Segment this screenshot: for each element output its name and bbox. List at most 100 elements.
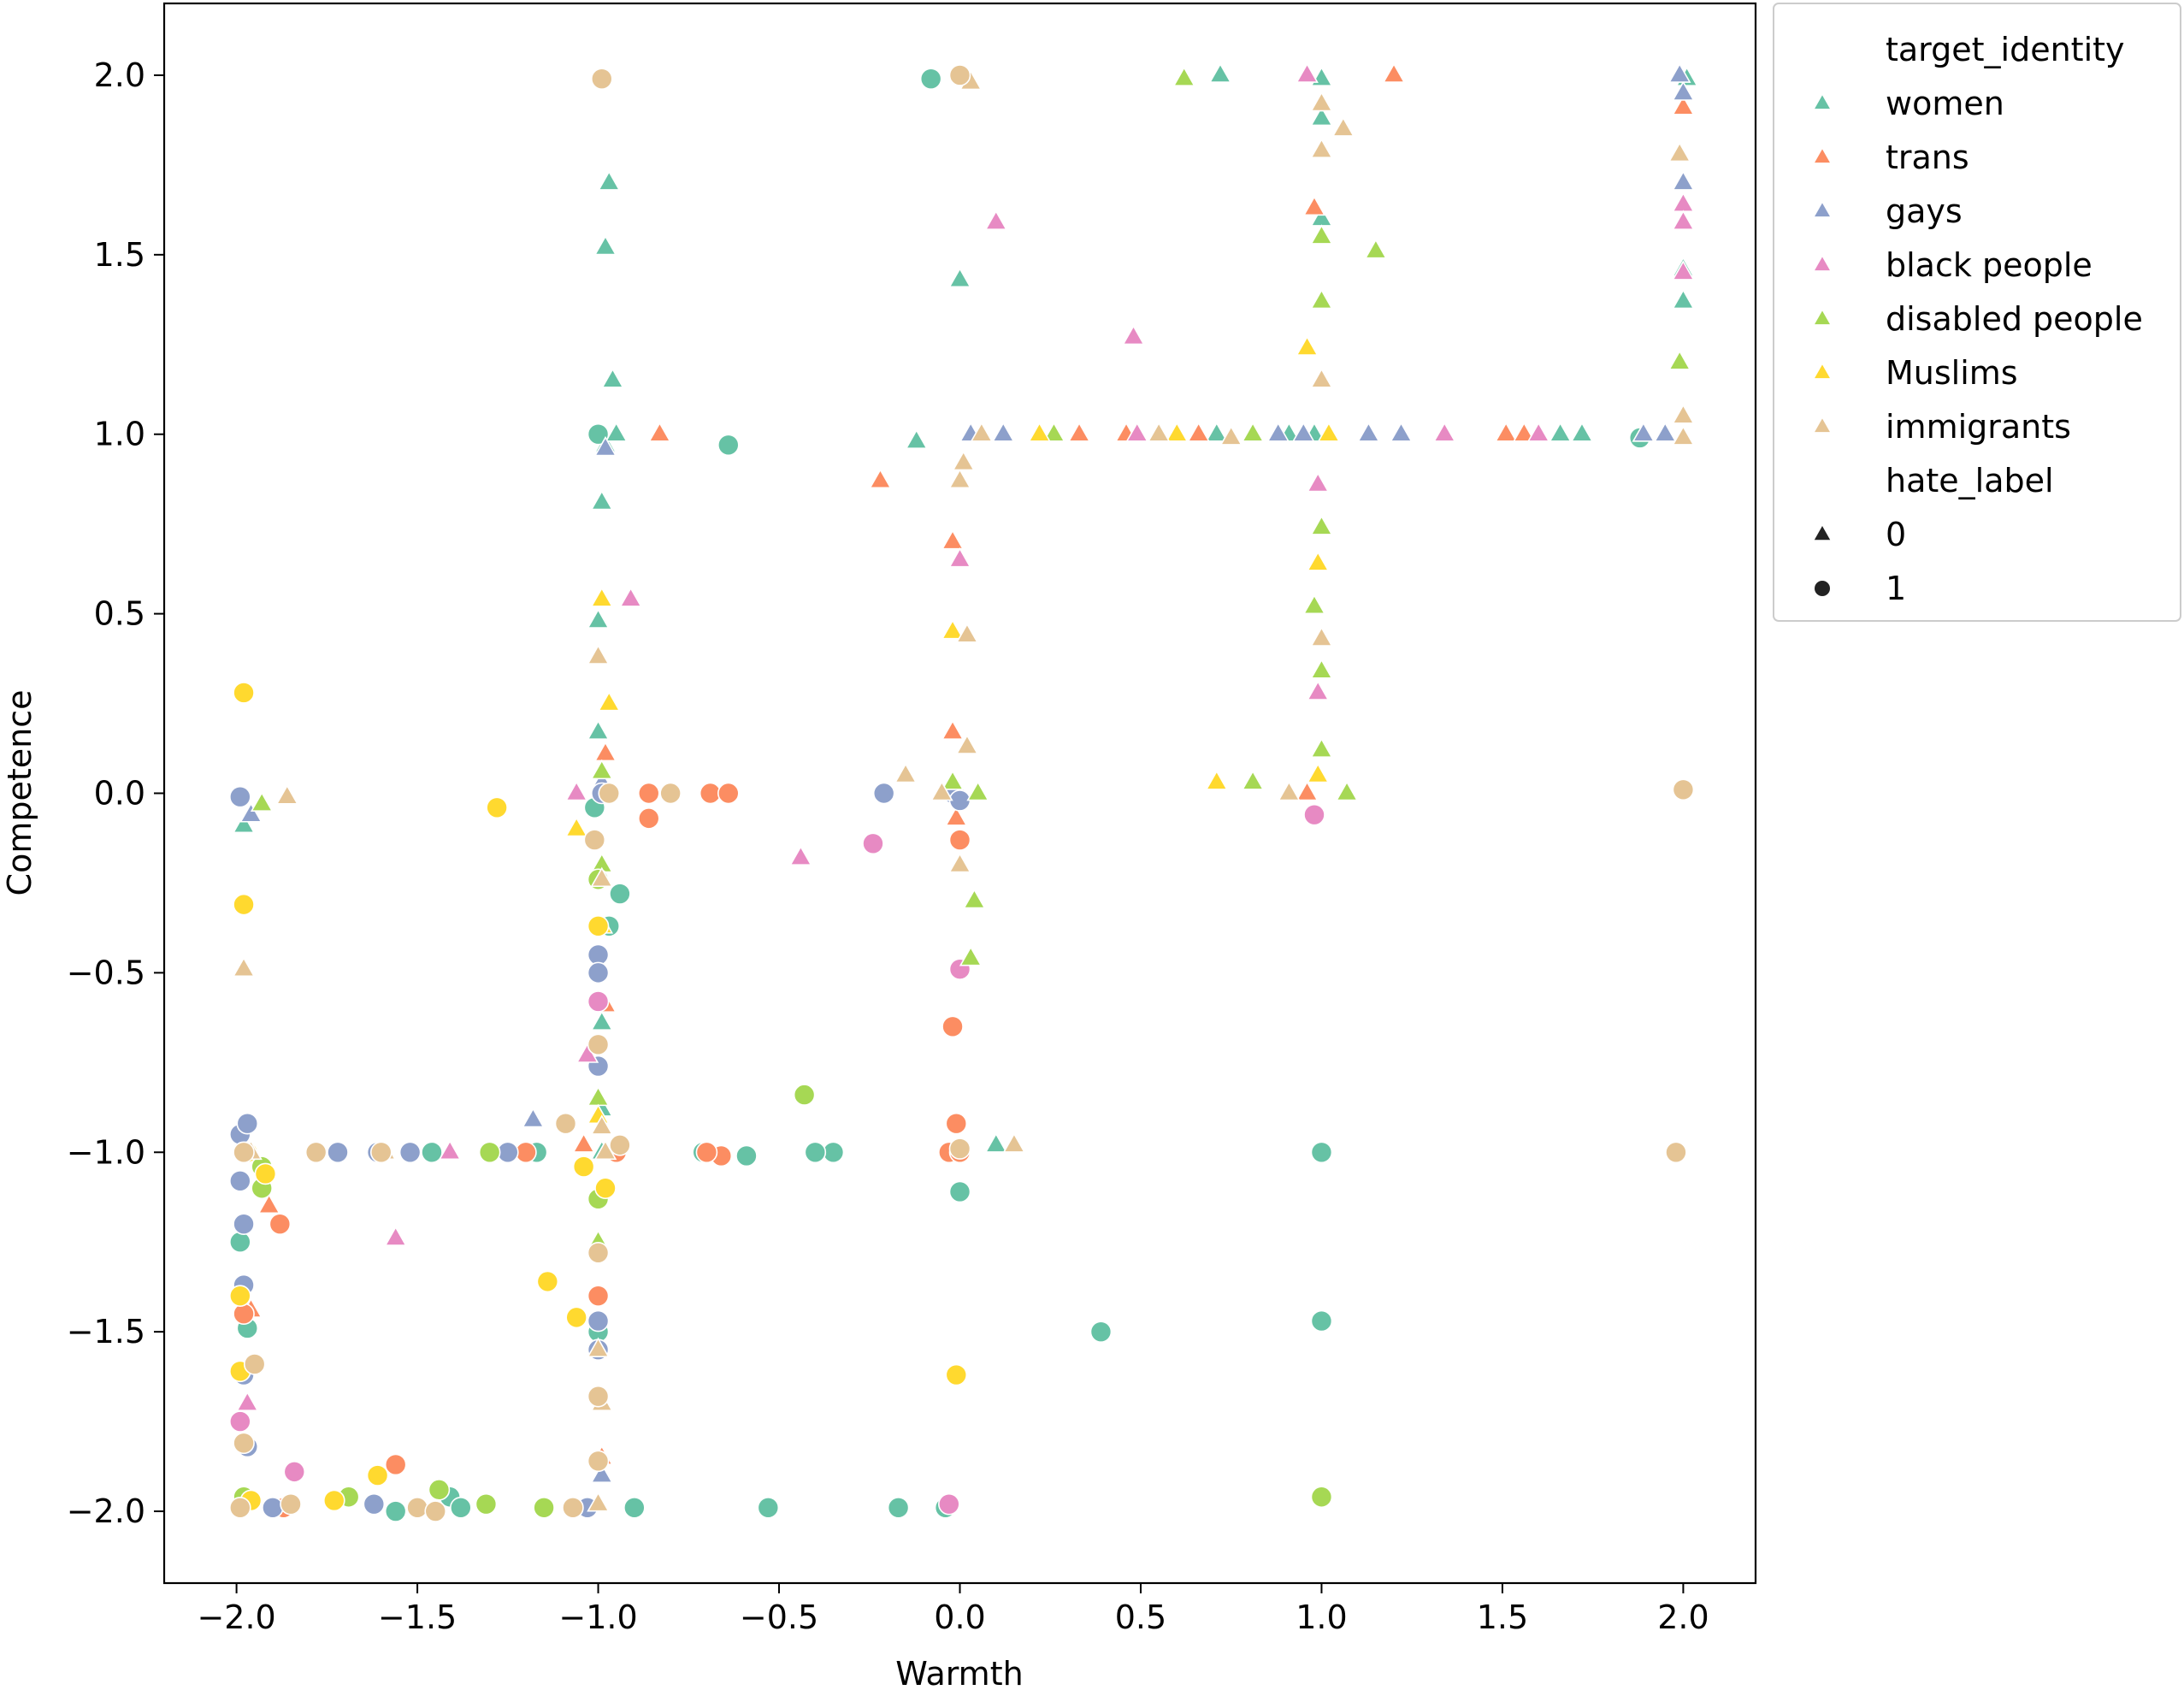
point-hate1-gays [327,1141,349,1164]
point-hate1-immigrants [587,1450,610,1473]
point-hate0-disabled-people [1335,780,1359,801]
point-hate1-trans [717,782,740,805]
point-hate1-gays [233,1213,255,1236]
point-hate0-women [1570,422,1594,442]
y-tick-label: −1.0 [67,1133,145,1171]
point-hate1-immigrants [229,1497,251,1519]
point-hate0-women [590,1010,614,1031]
point-hate1-women [757,1497,780,1519]
point-hate0-black-people [1306,680,1330,700]
point-hate1-immigrants [598,782,621,805]
point-hate1-trans [948,829,971,851]
point-hate0-gays [1291,422,1315,442]
legend-title-style: hate_label [1886,462,2054,499]
point-hate1-gays [587,1309,610,1333]
point-hate1-black-people [283,1461,306,1483]
point-hate0-disabled-people [1310,737,1333,758]
x-tick-label: −1.5 [378,1598,457,1636]
point-hate1-disabled-people [428,1479,451,1501]
point-hate1-disabled-people [533,1497,555,1519]
legend-label: trans [1886,139,1969,176]
point-hate1-women [1310,1141,1333,1164]
point-hate1-immigrants [1665,1141,1687,1164]
y-tick-label: −2.0 [67,1492,145,1530]
legend-frame [1773,3,2181,622]
point-hate0-disabled-people [1668,350,1691,370]
point-hate0-women [590,489,614,511]
point-hate0-gays [1266,422,1290,442]
point-hate1-immigrants [587,1385,610,1408]
point-hate1-women [229,1231,251,1254]
point-hate1-trans [945,1112,968,1135]
point-hate0-gays [1653,422,1677,442]
point-hate0-gays [991,422,1015,442]
point-hate0-black-people [1296,62,1319,83]
point-hate1-immigrants [609,1134,631,1156]
point-hate0-disabled-people [1310,659,1333,679]
legend-label: black people [1886,246,2093,284]
point-hate1-women [887,1497,910,1519]
point-hate0-muslims [1306,762,1330,783]
point-hate1-immigrants [948,64,971,86]
point-hate1-women [1089,1321,1113,1343]
point-hate1-immigrants [304,1141,328,1164]
x-tick-label: −1.0 [558,1598,637,1636]
point-hate0-immigrants [1331,116,1355,137]
point-hate0-trans [941,719,965,740]
point-hate1-women [609,883,631,905]
legend-label: 1 [1886,570,1906,607]
point-hate0-trans [1382,62,1406,83]
point-hate0-trans [869,468,892,489]
point-hate0-women [1310,105,1333,127]
legend-label: 0 [1886,516,1906,553]
point-hate1-muslims [486,796,508,819]
point-hate0-women [601,368,624,388]
point-hate0-gays [590,1463,614,1483]
point-hate0-black-people [1306,471,1330,493]
point-hate1-trans [269,1213,292,1236]
point-hate0-black-people [438,1139,462,1161]
point-hate1-women [623,1497,646,1519]
point-hate1-gays [229,785,251,808]
x-tick-label: 0.5 [1115,1598,1166,1636]
point-hate0-trans [257,1193,280,1214]
point-hate0-disabled-people [966,780,989,801]
point-hate0-black-people [235,1391,259,1411]
point-hate0-gays [1672,170,1695,191]
point-hate0-disabled-people [1310,224,1333,245]
point-hate0-women [1205,422,1229,442]
point-hate1-trans [384,1453,407,1476]
point-hate1-trans [233,1303,255,1325]
point-hate1-women [384,1500,407,1522]
point-hate0-disabled-people [941,770,965,790]
point-hate0-immigrants [1219,425,1243,446]
y-tick-label: −0.5 [67,954,145,991]
legend-marker-trans [1812,146,1833,164]
points-layer [229,62,1698,1522]
point-hate0-black-people [948,547,971,568]
x-axis: −2.0 −1.5 −1.0 −0.5 0.0 0.5 1.0 1.5 2.0 [197,1583,1709,1636]
point-hate1-immigrants [369,1141,393,1164]
point-hate0-disabled-people [1310,288,1333,310]
point-hate1-gays [398,1141,422,1164]
point-hate0-immigrants [952,450,976,471]
point-hate0-women [1549,422,1572,442]
legend-marker-disabled-people [1812,308,1833,326]
point-hate0-disabled-people [1310,515,1333,535]
point-hate0-disabled-people [1172,66,1196,87]
point-hate0-gays [239,802,263,823]
legend-label: immigrants [1886,408,2071,446]
point-hate1-immigrants [406,1497,428,1519]
point-hate0-immigrants [275,784,299,805]
point-hate0-immigrants [1278,780,1301,801]
point-hate1-disabled-people [478,1141,501,1164]
point-hate0-disabled-people [959,945,983,966]
y-tick-label: 0.5 [94,595,145,633]
point-hate1-disabled-people [475,1492,498,1516]
point-hate1-muslims [254,1162,277,1185]
point-hate0-immigrants [590,1114,614,1135]
point-hate0-trans [941,529,965,550]
point-hate0-immigrants [1002,1132,1026,1153]
point-hate1-women [919,68,942,90]
